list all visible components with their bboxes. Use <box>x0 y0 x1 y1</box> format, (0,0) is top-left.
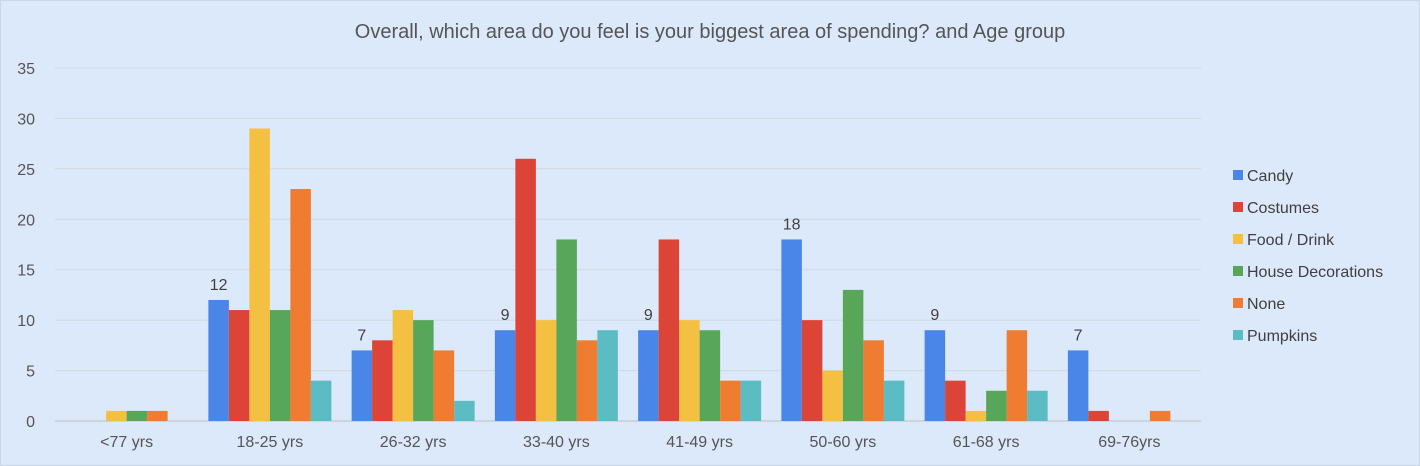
x-tick-label: 69-76yrs <box>1098 434 1160 451</box>
legend-swatch <box>1233 266 1243 276</box>
bar <box>290 189 311 421</box>
bar <box>781 239 802 421</box>
bar <box>1027 390 1048 421</box>
data-label: 12 <box>210 277 228 294</box>
legend-label: Candy <box>1247 168 1293 185</box>
data-label: 9 <box>644 307 653 324</box>
legend-label: None <box>1247 296 1285 313</box>
x-tick-label: 50-60 yrs <box>810 434 877 451</box>
y-tick-label: 15 <box>17 263 35 280</box>
bar <box>658 239 680 421</box>
bar <box>965 410 987 421</box>
y-tick-label: 30 <box>17 111 35 128</box>
legend-swatch <box>1233 234 1243 244</box>
bar <box>1149 410 1171 421</box>
y-tick-label: 25 <box>17 162 35 179</box>
x-tick-label: 41-49 yrs <box>666 434 733 451</box>
bar <box>638 330 659 421</box>
bar <box>310 380 332 421</box>
x-tick-label: 33-40 yrs <box>523 434 590 451</box>
x-axis-ticks: <77 yrs 18-25 yrs 26-32 yrs 33-40 yrs 41-49 … <box>100 434 1160 451</box>
legend-swatch <box>1233 202 1243 212</box>
data-label: 7 <box>357 327 366 344</box>
bar <box>1006 330 1028 421</box>
bar <box>556 239 577 421</box>
legend-label: Costumes <box>1247 200 1319 217</box>
bar <box>699 330 721 421</box>
x-tick-label: 26-32 yrs <box>380 434 447 451</box>
legend-item: Candy <box>1233 168 1293 185</box>
bar <box>1088 410 1109 421</box>
bar <box>147 410 168 421</box>
legend-item: Pumpkins <box>1233 328 1317 345</box>
data-label: 9 <box>501 307 510 324</box>
y-tick-label: 20 <box>17 212 35 229</box>
bar <box>454 400 475 421</box>
legend-item: None <box>1233 296 1285 313</box>
bar <box>924 330 946 421</box>
x-tick-label: 18-25 yrs <box>237 434 304 451</box>
bar <box>126 410 148 421</box>
legend-item: House Decorations <box>1233 264 1383 281</box>
y-tick-label: 10 <box>17 313 35 330</box>
bar <box>1067 350 1089 421</box>
legend-swatch <box>1233 170 1243 180</box>
legend-label: Food / Drink <box>1247 232 1335 249</box>
legend-label: House Decorations <box>1247 264 1383 281</box>
legend: Candy Costumes Food / Drink House Decoratio… <box>1233 168 1383 345</box>
bar <box>822 370 843 421</box>
bar <box>494 330 516 421</box>
bar <box>372 340 393 421</box>
bar <box>883 380 905 421</box>
bar <box>801 320 823 421</box>
bar <box>249 128 270 421</box>
bar <box>842 289 864 421</box>
data-label: 7 <box>1074 327 1083 344</box>
x-tick-label: 61-68 yrs <box>953 434 1020 451</box>
bar <box>597 330 618 421</box>
bar <box>720 380 741 421</box>
y-tick-label: 0 <box>26 414 35 431</box>
bar <box>679 320 700 421</box>
bar <box>986 390 1007 421</box>
bar <box>945 380 966 421</box>
bar <box>413 320 434 421</box>
bars <box>106 128 1171 421</box>
legend-item: Costumes <box>1233 200 1319 217</box>
bar <box>576 340 598 421</box>
bar <box>515 158 536 421</box>
bar <box>433 350 455 421</box>
bar <box>392 310 414 421</box>
bar <box>106 410 127 421</box>
legend-label: Pumpkins <box>1247 328 1317 345</box>
y-tick-label: 5 <box>26 364 35 381</box>
chart-title: Overall, which area do you feel is your … <box>355 21 1065 43</box>
bar <box>535 320 557 421</box>
bar <box>228 310 250 421</box>
bar <box>740 380 762 421</box>
data-labels: 12 7 9 9 18 9 7 <box>210 216 1083 344</box>
legend-swatch <box>1233 330 1243 340</box>
bar <box>351 350 373 421</box>
legend-swatch <box>1233 298 1243 308</box>
bar <box>863 340 884 421</box>
data-label: 9 <box>930 307 939 324</box>
legend-item: Food / Drink <box>1233 232 1335 249</box>
bar <box>269 310 291 421</box>
x-tick-label: <77 yrs <box>100 434 153 451</box>
y-tick-label: 35 <box>17 61 35 78</box>
bar <box>208 299 229 421</box>
y-axis-ticks: 0 5 10 15 20 25 30 35 <box>17 61 35 431</box>
data-label: 18 <box>783 216 801 233</box>
